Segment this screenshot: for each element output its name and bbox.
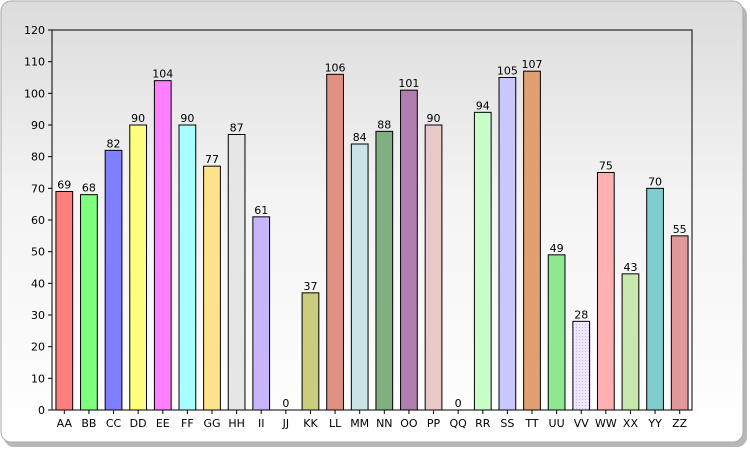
x-tick-label: SS xyxy=(500,417,514,430)
x-tick-label: ZZ xyxy=(672,417,688,430)
x-tick-label: EE xyxy=(156,417,170,430)
bar-value-label: 94 xyxy=(476,99,490,112)
bar xyxy=(301,292,320,411)
bar xyxy=(80,194,98,411)
bar xyxy=(473,111,492,411)
y-tick-label: 0 xyxy=(38,404,45,417)
bar-value-label: 82 xyxy=(107,137,121,150)
y-tick-label: 20 xyxy=(31,341,45,354)
x-tick-label: JJ xyxy=(282,417,290,430)
bar-value-label: 88 xyxy=(377,118,391,131)
bar xyxy=(670,235,689,411)
y-tick-label: 30 xyxy=(31,309,45,322)
x-tick-label: II xyxy=(258,417,265,430)
bar xyxy=(326,73,344,411)
y-tick-label: 70 xyxy=(31,182,45,195)
bar xyxy=(252,216,271,411)
x-tick-label: HH xyxy=(228,417,245,430)
x-tick-label: NN xyxy=(376,417,392,430)
x-tick-label: RR xyxy=(475,417,491,430)
bar-value-label: 0 xyxy=(282,397,289,410)
bar-value-label: 87 xyxy=(230,122,244,135)
bar xyxy=(400,89,418,411)
bar-value-label: 55 xyxy=(673,223,687,236)
y-tick-label: 10 xyxy=(31,372,45,385)
x-tick-label: BB xyxy=(81,417,96,430)
bar-value-label: 70 xyxy=(648,175,662,188)
x-tick-label: FF xyxy=(181,417,194,430)
bar-value-label: 49 xyxy=(550,242,564,255)
x-tick-label: TT xyxy=(524,417,539,430)
bar xyxy=(104,149,123,411)
bar-value-label: 37 xyxy=(303,280,317,293)
bar-value-label: 90 xyxy=(180,112,194,125)
y-tick-label: 110 xyxy=(24,56,45,69)
x-tick-label: AA xyxy=(57,417,73,430)
y-tick-label: 60 xyxy=(31,214,45,227)
bar-value-label: 43 xyxy=(623,261,637,274)
x-tick-label: KK xyxy=(303,417,318,430)
bar xyxy=(596,172,615,411)
bar-value-label: 105 xyxy=(497,65,518,78)
bar-value-label: 77 xyxy=(205,153,219,166)
bar xyxy=(424,124,443,411)
bar-value-label: 90 xyxy=(131,112,145,125)
x-tick-label: OO xyxy=(400,417,418,430)
bar xyxy=(547,254,566,411)
bar-value-label: 101 xyxy=(398,77,419,90)
x-tick-label: CC xyxy=(106,417,122,430)
bar xyxy=(350,143,369,411)
y-tick-label: 90 xyxy=(31,119,45,132)
x-tick-label: QQ xyxy=(449,417,467,430)
x-tick-label: PP xyxy=(427,417,441,430)
x-tick-label: GG xyxy=(203,417,220,430)
y-axis: 0 10 20 30 40 50 60 70 80 90 100 110 120 xyxy=(24,24,53,417)
x-tick-label: UU xyxy=(549,417,565,430)
bar xyxy=(572,320,591,411)
bar-value-label: 69 xyxy=(57,179,71,192)
bar-value-label: 75 xyxy=(599,160,613,173)
bar-value-label: 107 xyxy=(522,58,543,71)
x-tick-label: VV xyxy=(574,417,590,430)
x-tick-label: DD xyxy=(130,417,147,430)
bar-value-label: 106 xyxy=(325,61,346,74)
y-tick-label: 50 xyxy=(31,246,45,259)
y-tick-label: 40 xyxy=(31,277,45,290)
bar-value-label: 84 xyxy=(353,131,367,144)
bar xyxy=(55,191,74,411)
bar xyxy=(129,124,148,411)
bar xyxy=(621,273,640,411)
bar xyxy=(646,187,664,411)
bar xyxy=(153,80,172,411)
bar xyxy=(498,77,517,411)
x-tick-label: XX xyxy=(623,417,639,430)
bar xyxy=(227,134,246,411)
bar-value-label: 90 xyxy=(427,112,441,125)
x-tick-label: YY xyxy=(647,417,662,430)
x-tick-label: MM xyxy=(350,417,369,430)
bar-value-label: 61 xyxy=(254,204,268,217)
bar-value-label: 28 xyxy=(574,308,588,321)
bar-value-label: 0 xyxy=(455,397,462,410)
bar xyxy=(203,165,221,411)
y-tick-label: 80 xyxy=(31,151,45,164)
y-tick-label: 120 xyxy=(24,24,45,37)
x-tick-label: LL xyxy=(329,417,342,430)
bar xyxy=(523,70,541,411)
y-tick-label: 100 xyxy=(24,87,45,100)
x-tick-label: WW xyxy=(595,417,617,430)
bar xyxy=(178,124,197,411)
x-axis: AA BB CC DD EE FF GG HH II JJ KK LL MM NN OO PP QQ RR SS TT… xyxy=(52,409,692,430)
bar-value-label: 68 xyxy=(82,182,96,195)
bar-value-label: 104 xyxy=(152,68,173,81)
bar xyxy=(375,130,394,411)
